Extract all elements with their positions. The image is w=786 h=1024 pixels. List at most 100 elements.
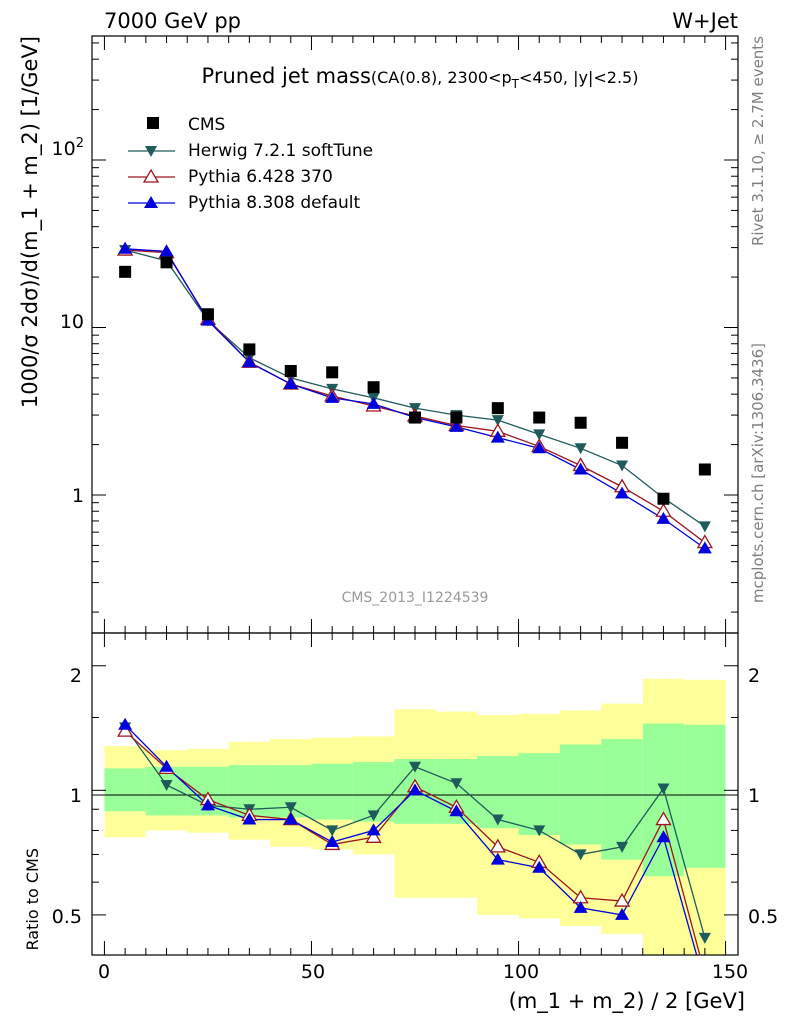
main-point-cms: [657, 492, 670, 505]
ratio-band-inner-5: [311, 763, 353, 820]
main-point-cms: [450, 411, 463, 424]
ratio-band-inner-1: [145, 766, 188, 816]
legend: CMS Herwig 7.2.1 softTune Pythia 6.428 3…: [128, 115, 373, 213]
main-ytick-label-1: 1: [72, 485, 84, 507]
main-line-pythia6: [125, 249, 706, 544]
legend-marker-pythia8: [144, 196, 158, 208]
ratio-axis-ticks: [92, 633, 738, 956]
ratio-point-herwig: [491, 814, 504, 826]
main-point-cms: [160, 256, 173, 269]
ratio-point-pythia8: [532, 860, 547, 873]
main-point-pythia8: [615, 486, 630, 499]
ratio-point-pythia8: [242, 812, 257, 825]
main-point-pythia8: [490, 430, 505, 443]
main-point-herwig: [698, 521, 711, 533]
legend-label-herwig: Herwig 7.2.1 softTune: [188, 141, 373, 161]
header-right: W+Jet: [672, 9, 738, 33]
ratio-point-herwig: [616, 841, 629, 853]
main-point-pythia8: [449, 419, 464, 432]
main-point-pythia8: [573, 462, 588, 475]
main-ytick-label-10: 10: [60, 311, 84, 333]
ratio-point-herwig: [574, 849, 587, 861]
main-point-pythia8: [325, 390, 340, 403]
main-point-herwig: [533, 429, 546, 441]
ratio-point-herwig: [160, 780, 173, 792]
ratio-ytick-label-0.5: 0.5: [52, 906, 82, 928]
ratio-point-pythia6: [116, 722, 134, 737]
ratio-point-pythia8: [366, 823, 381, 836]
main-point-cms: [243, 343, 256, 356]
ratio-band-inner-14: [684, 724, 726, 868]
chart-title: Pruned jet mass(CA(0.8), 2300<pT<450, |y…: [202, 64, 639, 91]
ratio-point-pythia8: [118, 717, 133, 730]
ratio-band-inner-0: [104, 768, 146, 812]
ratio-point-pythia6: [613, 892, 631, 907]
main-point-pythia8: [118, 241, 133, 254]
main-ytick-label-100: 102: [52, 136, 84, 160]
main-point-cms: [574, 416, 587, 429]
rivet-label: Rivet 3.1.10, ≥ 2.7M events: [749, 36, 767, 246]
title-cuts-prefix: (CA(0.8), 2300<p: [371, 68, 512, 87]
main-point-cms: [491, 402, 504, 415]
main-line-pythia8: [125, 248, 706, 549]
header-left: 7000 GeV pp: [104, 9, 241, 33]
ratio-band-inner-10: [518, 753, 560, 835]
ratio-point-herwig: [367, 810, 380, 822]
main-point-cms: [326, 366, 339, 379]
main-point-cms: [698, 463, 711, 476]
ratio-ytick-label-1: 1: [70, 785, 82, 807]
main-point-pythia8: [656, 511, 671, 524]
ratio-point-pythia8: [615, 907, 630, 920]
ratio-point-herwig: [450, 778, 463, 790]
main-point-pythia8: [242, 355, 257, 368]
ratio-y-axis-label: Ratio to CMS: [23, 848, 42, 950]
ratio-ytick-label-0.5-right: 0.5: [748, 906, 778, 928]
ratio-band-inner-13: [642, 723, 685, 877]
ratio-point-pythia8: [200, 798, 215, 811]
ratio-point-pythia8: [449, 804, 464, 817]
ratio-point-herwig: [533, 825, 546, 837]
ratio-point-herwig: [284, 802, 297, 814]
main-point-herwig: [616, 460, 629, 472]
ratio-point-herwig: [326, 825, 339, 837]
main-point-cms: [284, 364, 297, 377]
main-point-cms: [409, 411, 421, 424]
main-point-pythia8: [159, 244, 174, 257]
analysis-watermark: CMS_2013_I1224539: [342, 590, 489, 606]
main-point-cms: [533, 411, 546, 424]
ratio-point-pythia8: [573, 900, 588, 913]
ratio-point-pythia8: [490, 852, 505, 865]
ratio-point-pythia8: [408, 783, 422, 796]
main-point-cms: [616, 436, 629, 449]
main-point-cms: [367, 381, 380, 394]
legend-marker-herwig: [145, 146, 157, 157]
xtick-label-0: 0: [98, 961, 110, 983]
main-point-cms: [201, 308, 214, 321]
ratio-band-inner-12: [601, 739, 643, 860]
ratio-ytick-label-2: 2: [70, 665, 82, 687]
legend-label-pythia6: Pythia 6.428 370: [188, 167, 333, 187]
ratio-point-pythia6: [655, 811, 672, 826]
xtick-label-50: 50: [301, 961, 325, 983]
main-point-cms: [119, 265, 132, 278]
main-point-pythia8: [532, 441, 547, 454]
main-point-herwig: [574, 443, 587, 455]
main-point-pythia8: [283, 376, 298, 389]
title-cuts-sub: T: [511, 77, 520, 91]
ratio-point-pythia8: [159, 759, 174, 772]
xtick-label-100: 100: [503, 961, 539, 983]
ratio-point-herwig: [698, 932, 711, 944]
main-point-pythia8: [697, 541, 712, 554]
ratio-ytick-label-2-right: 2: [748, 665, 760, 687]
ratio-ytick-label-1-right: 1: [748, 785, 760, 807]
ratio-uncertainty-bands: [104, 678, 726, 955]
main-y-axis-label: 1000/σ 2dσ)/d(m_1 + m_2) [1/GeV]: [18, 36, 43, 408]
title-cuts-suffix: <450, |y|<2.5): [519, 68, 638, 87]
mcplots-label: mcplots.cern.ch [arXiv:1306.3436]: [749, 343, 767, 603]
main-axis-ticks: [92, 36, 738, 633]
main-panel-series: [116, 241, 714, 554]
legend-label-pythia8: Pythia 8.308 default: [188, 193, 361, 213]
legend-label-cms: CMS: [188, 115, 225, 135]
xtick-label-150: 150: [712, 961, 748, 983]
